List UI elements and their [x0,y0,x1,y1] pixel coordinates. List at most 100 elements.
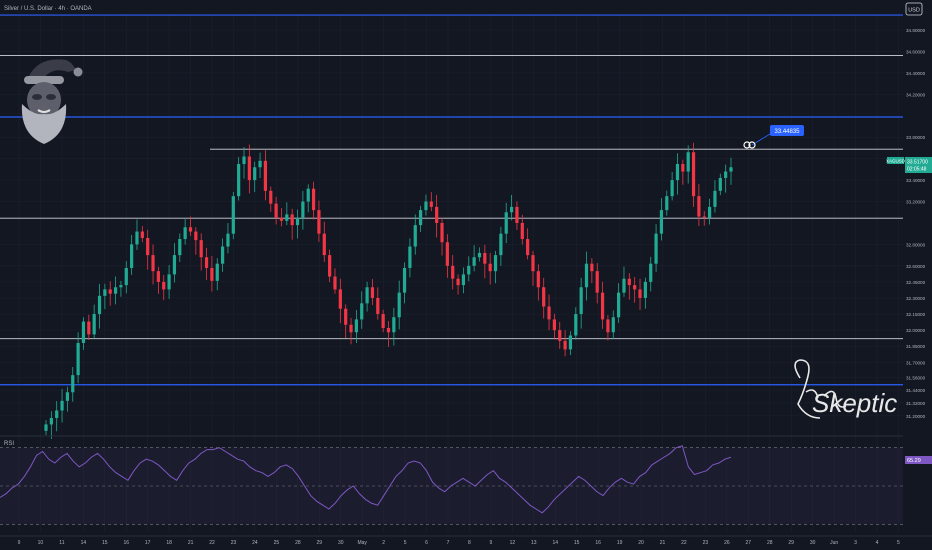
candle-body[interactable] [493,255,498,272]
candle-body[interactable] [600,292,605,320]
candle-body[interactable] [467,265,471,275]
candle-body[interactable] [456,278,460,286]
candle-body[interactable] [681,164,685,172]
candle-body[interactable] [488,263,492,272]
candle-body[interactable] [76,342,80,376]
candle-body[interactable] [220,246,225,264]
candle-body[interactable] [472,257,476,266]
candle-body[interactable] [402,267,407,293]
callout-anchor-icon[interactable] [743,141,751,149]
candle-body[interactable] [386,327,391,333]
candle-body[interactable] [713,190,717,207]
candle-body[interactable] [108,289,112,294]
rsi-pane[interactable]: 70.0060.0050.0040.0030.00 [0,445,918,528]
candle-body[interactable] [729,167,733,172]
candle-body[interactable] [413,225,417,247]
candle-body[interactable] [140,231,144,238]
candle-body[interactable] [253,167,257,181]
candle-layer[interactable] [44,142,733,440]
candle-body[interactable] [226,233,230,247]
candle-body[interactable] [146,237,150,256]
candle-body[interactable] [670,180,674,197]
candle-body[interactable] [178,239,182,256]
candle-body[interactable] [333,276,337,290]
candle-body[interactable] [274,203,278,218]
candle-body[interactable] [665,196,669,211]
candle-body[interactable] [552,319,557,331]
candle-body[interactable] [584,263,589,288]
candle-body[interactable] [301,201,305,218]
candle-body[interactable] [536,271,540,288]
candle-body[interactable] [124,267,128,286]
candle-body[interactable] [520,222,524,240]
candle-body[interactable] [183,227,187,240]
candle-body[interactable] [231,196,235,234]
candle-body[interactable] [156,271,160,282]
candle-body[interactable] [60,400,64,411]
callout-box[interactable] [770,125,804,136]
candle-body[interactable] [92,314,96,335]
candle-body[interactable] [440,222,444,243]
candle-body[interactable] [290,214,294,226]
candle-body[interactable] [429,201,433,207]
candle-body[interactable] [702,216,706,218]
candle-body[interactable] [44,424,48,431]
currency-badge[interactable] [905,2,923,16]
candle-body[interactable] [381,314,385,328]
candle-body[interactable] [461,274,466,286]
candle-body[interactable] [162,281,166,290]
candle-body[interactable] [526,239,530,256]
candle-body[interactable] [65,392,70,401]
candle-body[interactable] [285,214,289,221]
candle-body[interactable] [269,190,273,204]
candle-body[interactable] [649,263,653,282]
candle-body[interactable] [435,206,439,223]
candle-body[interactable] [408,246,412,268]
candle-body[interactable] [360,303,364,320]
candle-body[interactable] [242,156,246,165]
candle-body[interactable] [81,321,86,343]
candle-body[interactable] [71,375,75,393]
candle-body[interactable] [392,317,396,333]
candle-body[interactable] [204,257,209,268]
candle-body[interactable] [574,314,578,336]
candle-body[interactable] [397,292,401,318]
candle-body[interactable] [135,231,139,245]
candle-body[interactable] [697,196,701,217]
candle-body[interactable] [349,324,353,333]
candle-body[interactable] [370,287,375,298]
candle-body[interactable] [49,417,53,425]
candle-body[interactable] [119,285,123,288]
candle-body[interactable] [130,244,134,268]
candle-body[interactable] [338,289,342,309]
candle-body[interactable] [344,308,348,325]
candle-body[interactable] [531,255,535,272]
candle-body[interactable] [210,267,214,281]
candle-body[interactable] [547,306,551,320]
candle-body[interactable] [707,206,712,218]
candle-body[interactable] [595,271,599,293]
candle-body[interactable] [237,164,241,197]
candle-body[interactable] [103,289,107,296]
candle-body[interactable] [263,160,268,191]
price-callout[interactable]: 33.44835 [743,125,804,149]
candle-body[interactable] [354,319,358,333]
candle-body[interactable] [258,160,262,168]
candle-body[interactable] [659,210,664,234]
candle-body[interactable] [87,321,91,335]
candle-body[interactable] [419,210,423,226]
candle-body[interactable] [55,410,59,418]
candle-body[interactable] [215,263,219,281]
candle-body[interactable] [445,242,449,266]
candle-body[interactable] [194,231,198,241]
candle-body[interactable] [306,188,310,202]
candle-body[interactable] [606,319,610,333]
candle-body[interactable] [509,206,514,213]
candle-body[interactable] [633,285,637,290]
candle-body[interactable] [718,177,722,191]
candle-body[interactable] [451,265,455,279]
candle-body[interactable] [654,233,658,264]
candle-body[interactable] [563,340,567,350]
candle-body[interactable] [643,281,647,298]
rsi-line[interactable] [0,445,732,514]
